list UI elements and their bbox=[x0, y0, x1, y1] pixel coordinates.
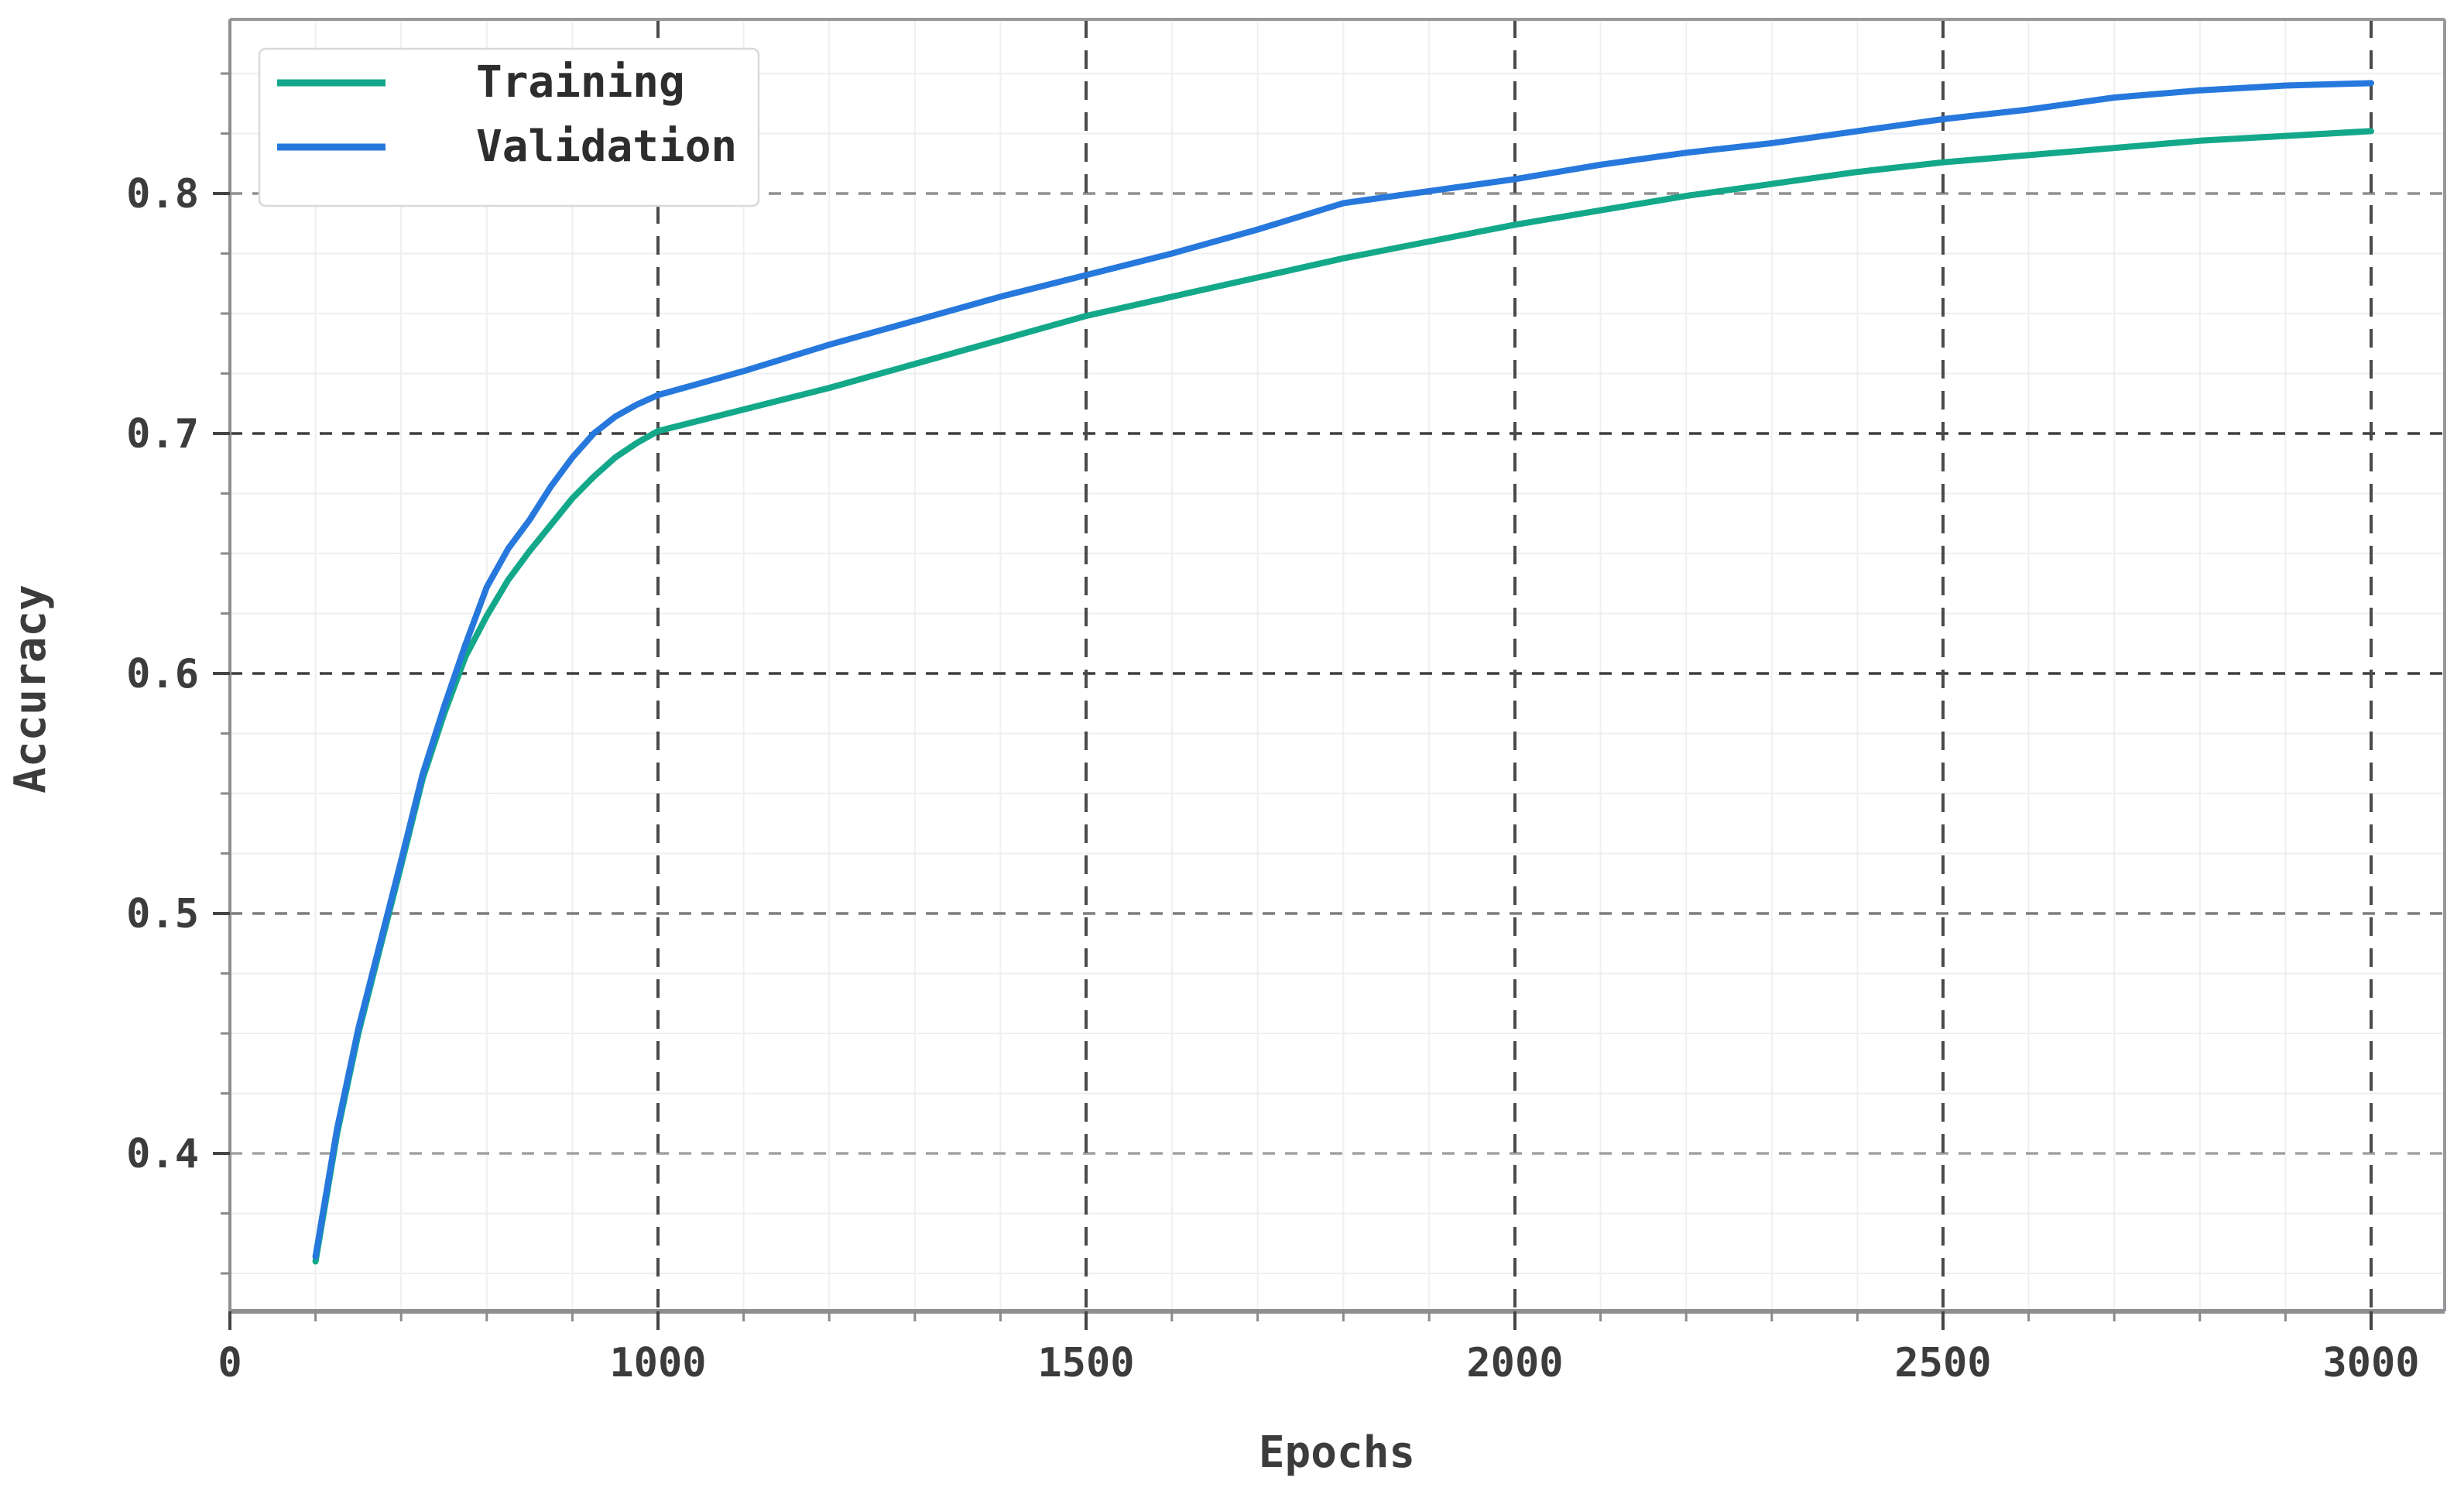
axis-tick-labels: 0 1000 1500 2000 2500 3000 0.4 0.5 0.6 0.7 0.8 bbox=[126, 171, 2420, 1386]
y-tick-label-0.6: 0.6 bbox=[126, 651, 199, 697]
plot-spines bbox=[228, 18, 2446, 1314]
y-tick-label-0.4: 0.4 bbox=[126, 1131, 199, 1177]
data-curves bbox=[312, 80, 2374, 1265]
y-tick-label-0.7: 0.7 bbox=[126, 411, 199, 457]
x-tick-label-1000: 1000 bbox=[609, 1340, 706, 1386]
validation-curve bbox=[312, 80, 2374, 1260]
y-tick-label-0.5: 0.5 bbox=[126, 891, 199, 937]
y-axis-title: Accuracy bbox=[5, 584, 56, 793]
x-tick-label-3000: 3000 bbox=[2322, 1340, 2419, 1386]
x-tick-label-2000: 2000 bbox=[1466, 1340, 1563, 1386]
x-tick-label-2500: 2500 bbox=[1894, 1340, 1991, 1386]
legend-label-validation: Validation bbox=[476, 122, 737, 172]
legend: Training Validation bbox=[258, 47, 760, 207]
y-tick-label-0.8: 0.8 bbox=[126, 171, 199, 218]
major-gridlines bbox=[230, 19, 2445, 1311]
x-tick-label-0: 0 bbox=[218, 1340, 242, 1386]
x-tick-label-1500: 1500 bbox=[1037, 1340, 1134, 1386]
legend-box bbox=[258, 47, 760, 207]
x-axis-title: Epochs bbox=[1259, 1427, 1415, 1478]
axis-ticks bbox=[213, 72, 2373, 1330]
legend-label-training: Training bbox=[476, 57, 685, 108]
minor-gridlines bbox=[230, 19, 2445, 1311]
